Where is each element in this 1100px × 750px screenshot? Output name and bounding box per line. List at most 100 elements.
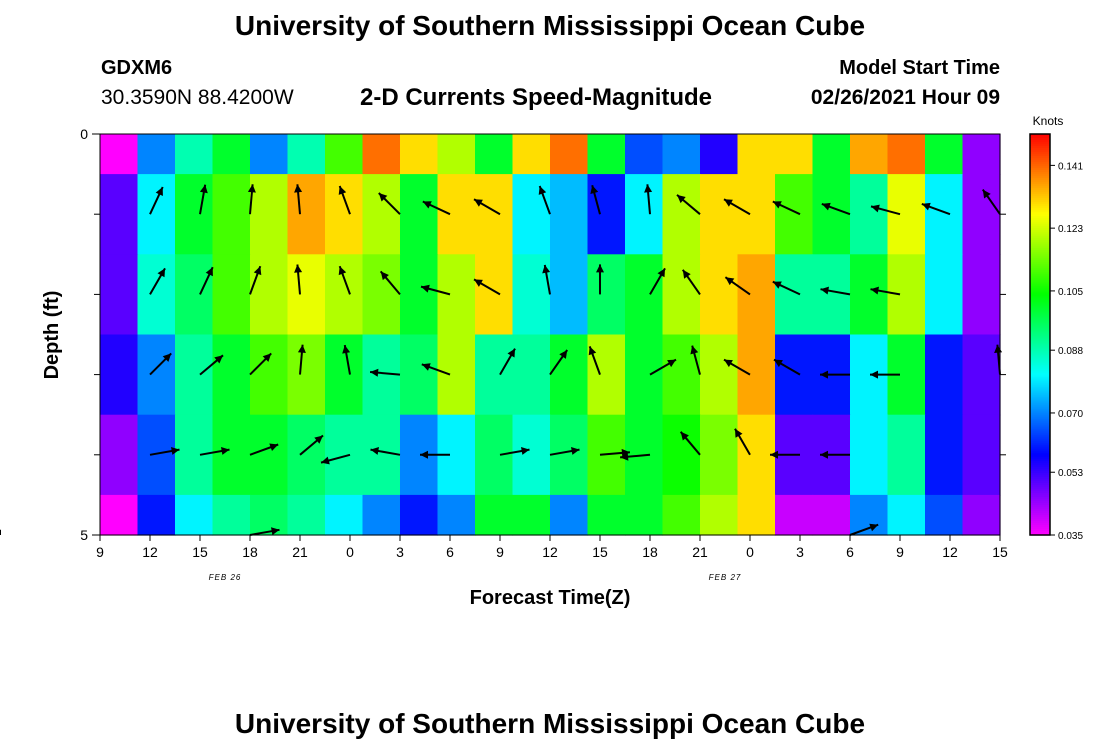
colorbar-band [1030,196,1050,199]
colorbar-band [1030,194,1050,197]
colorbar-band [1030,314,1050,318]
current-vector [820,450,850,459]
heatmap-cell [812,494,851,536]
current-vector [620,452,651,461]
colorbar-band [1030,462,1050,466]
vector-head [171,447,180,455]
heatmap-cell [775,254,814,336]
vector-head [542,264,551,274]
colorbar-band [1030,214,1050,217]
colorbar-band [1030,482,1050,486]
colorbar-band [1030,228,1050,231]
heatmap-cell [925,174,964,255]
current-vector [247,184,256,215]
heatmap-cell [850,494,889,536]
colorbar-band [1030,202,1050,205]
colorbar-band [1030,264,1050,267]
heatmap-cell [475,254,514,336]
colorbar-band [1030,430,1050,434]
chart-title: 2-D Currents Speed-Magnitude [360,84,713,111]
colorbar-band [1030,298,1050,302]
vector-head [588,346,597,356]
heatmap-cell [100,494,139,536]
colorbar-band [1030,362,1050,366]
vector-head [657,268,665,278]
colorbar-band [1030,204,1050,207]
vector-head [380,271,389,281]
vector-head [770,450,778,459]
colorbar-band [1030,342,1050,346]
x-tick-label: 9 [896,544,904,560]
vector-head [294,184,303,193]
x-tick-label: 15 [992,544,1008,560]
colorbar: 0.141 0.123 0.105 0.088 0.070 0.053 0.035 [1029,133,1083,542]
colorbar-band [1030,472,1050,476]
heatmap-cell [812,254,851,336]
current-vector [590,184,601,215]
colorbar-band [1030,300,1050,304]
colorbar-band [1030,274,1050,277]
heatmap-cell [287,414,326,496]
colorbar-band [1030,136,1050,139]
current-vector [379,270,401,296]
vector-head [338,186,347,195]
current-vector [723,358,751,376]
heatmap-cell [212,254,251,336]
current-vector [149,447,180,456]
station-coordinates: 30.3590N 88.4200W [101,86,294,109]
colorbar-band [1030,376,1050,380]
colorbar-band [1030,396,1050,400]
vector-head [821,202,831,211]
colorbar-band [1030,302,1050,306]
colorbar-band [1030,432,1050,436]
colorbar-band [1030,236,1050,239]
colorbar-band [1030,312,1050,316]
heatmap-cell [137,254,176,336]
vector-head [667,359,676,368]
current-vector [499,447,530,456]
heatmap-cell [325,414,364,496]
colorbar-frame [1029,133,1051,536]
vector-head [871,204,880,213]
colorbar-band [1030,260,1050,263]
x-tick-label: 12 [542,544,558,560]
colorbar-band [1030,392,1050,396]
vector-head [820,370,828,379]
heatmap-cell [775,134,814,175]
colorbar-band [1030,266,1050,269]
colorbar-band [1030,172,1050,175]
current-vector [370,447,401,456]
colorbar-band [1030,468,1050,472]
colorbar-band [1030,352,1050,356]
x-tick-label: 12 [942,544,958,560]
current-vector [734,428,751,456]
vector-head [420,450,428,459]
colorbar-band [1030,326,1050,330]
heatmap-cell [850,174,889,255]
heatmap-cell [137,174,176,255]
colorbar-band [1030,480,1050,484]
colorbar-band [1030,474,1050,478]
colorbar-band [1030,460,1050,464]
vector-head [253,266,262,276]
heatmap-cell [175,414,214,496]
heatmap-cell [512,494,551,536]
colorbar-band [1030,442,1050,446]
current-vector [473,278,501,296]
colorbar-tick-label: 0.035 [1058,531,1083,542]
vector-head [772,201,782,209]
heatmap-cell [737,254,776,336]
current-vector [342,344,351,375]
vector-head [507,348,515,358]
vector-head [590,185,599,194]
current-vector [199,354,224,376]
colorbar-band [1030,406,1050,410]
heatmap-cell [212,334,251,416]
colorbar-band [1030,526,1050,530]
heatmap-cell [325,494,364,536]
heatmap-cell [212,494,251,536]
colorbar-band [1030,498,1050,502]
colorbar-band [1030,450,1050,454]
current-vector [820,370,850,379]
colorbar-band [1030,394,1050,398]
